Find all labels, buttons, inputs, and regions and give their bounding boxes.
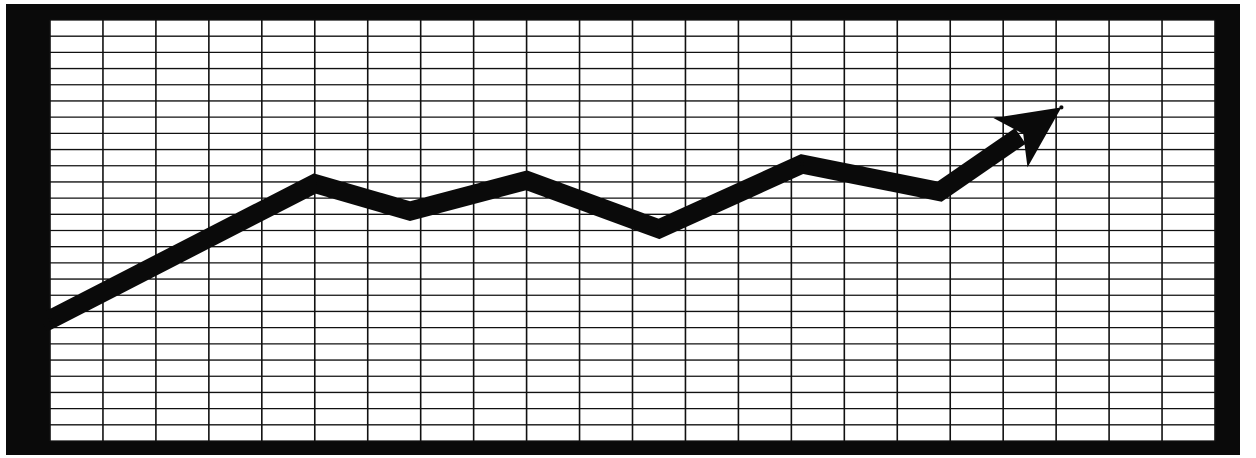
- grid-horizontal: [50, 19, 1215, 442]
- data-point: [800, 162, 804, 167]
- data-point: [408, 209, 413, 214]
- series-group: [38, 105, 1064, 332]
- data-point: [524, 178, 529, 183]
- data-point: [937, 189, 942, 194]
- data-point: [48, 317, 52, 322]
- data-point: [312, 181, 317, 186]
- data-point: [657, 226, 661, 231]
- arrowhead: [993, 107, 1062, 168]
